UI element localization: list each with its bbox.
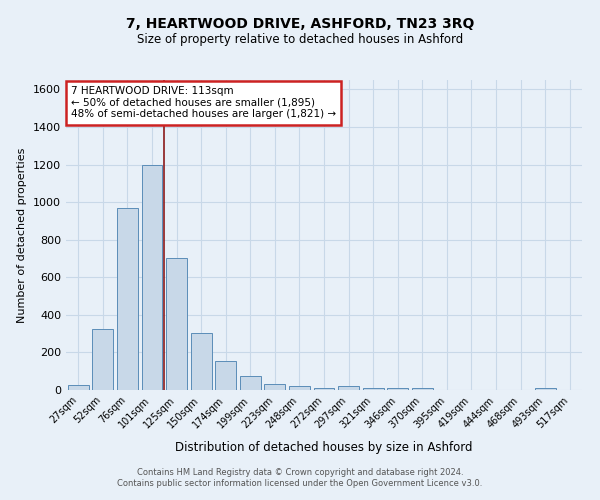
X-axis label: Distribution of detached houses by size in Ashford: Distribution of detached houses by size … xyxy=(175,441,473,454)
Bar xyxy=(215,361,236,390)
Bar xyxy=(240,376,261,390)
Bar xyxy=(362,388,383,390)
Bar xyxy=(289,386,310,390)
Bar xyxy=(191,332,212,390)
Text: 7, HEARTWOOD DRIVE, ASHFORD, TN23 3RQ: 7, HEARTWOOD DRIVE, ASHFORD, TN23 3RQ xyxy=(126,18,474,32)
Text: 7 HEARTWOOD DRIVE: 113sqm
← 50% of detached houses are smaller (1,895)
48% of se: 7 HEARTWOOD DRIVE: 113sqm ← 50% of detac… xyxy=(71,86,336,120)
Bar xyxy=(412,388,433,390)
Bar xyxy=(314,388,334,390)
Bar xyxy=(338,386,359,390)
Y-axis label: Number of detached properties: Number of detached properties xyxy=(17,148,28,322)
Bar xyxy=(166,258,187,390)
Bar xyxy=(68,386,89,390)
Bar xyxy=(535,388,556,390)
Bar xyxy=(92,329,113,390)
Text: Contains HM Land Registry data © Crown copyright and database right 2024.
Contai: Contains HM Land Registry data © Crown c… xyxy=(118,468,482,487)
Text: Size of property relative to detached houses in Ashford: Size of property relative to detached ho… xyxy=(137,32,463,46)
Bar xyxy=(265,384,286,390)
Bar xyxy=(142,164,163,390)
Bar xyxy=(117,208,138,390)
Bar xyxy=(387,388,408,390)
